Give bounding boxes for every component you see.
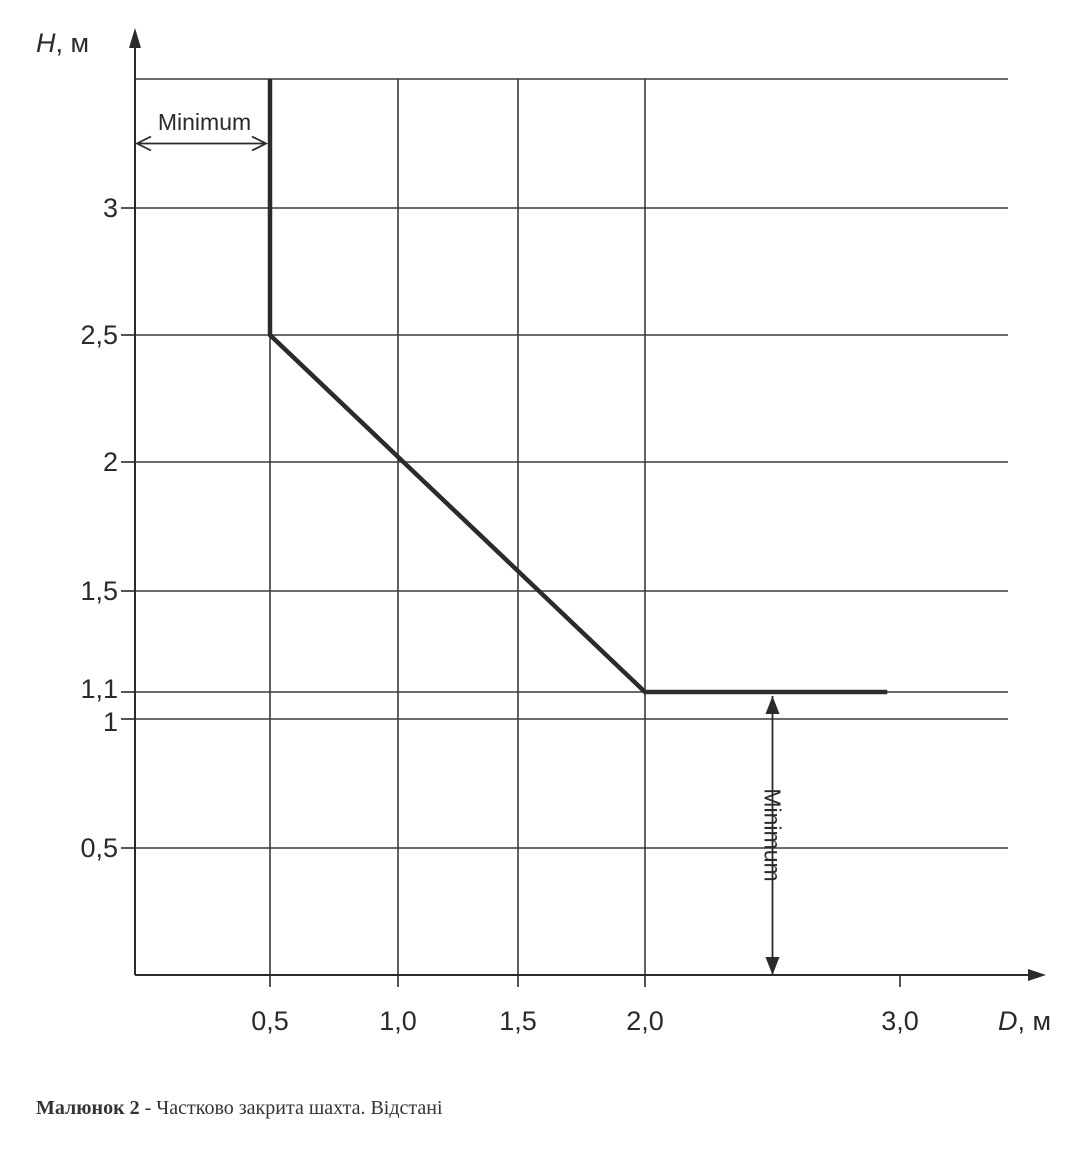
axes <box>129 28 1046 981</box>
x-tick-label: 1,0 <box>379 1006 417 1036</box>
caption-figure-number: Малюнок 2 <box>36 1097 140 1119</box>
tick-marks-and-labels: 0,5 11,1 1,5 2 2,5 3 0,5 1,0 1,5 2,0 3,0 <box>80 193 918 1036</box>
x-axis-unit: , м <box>1018 1006 1052 1036</box>
x-tick-label: 0,5 <box>251 1006 289 1036</box>
minimum-label-horizontal: Minimum <box>158 109 251 135</box>
y-tick-label: 2,5 <box>80 320 118 350</box>
minimum-arrowhead-top <box>765 696 780 714</box>
y-tick-label: 1,1 <box>80 674 118 704</box>
x-axis-var: D <box>998 1006 1018 1036</box>
chart-figure: 0,511,11,522,530,5 1,0 1,5 2,0 3,0 H, м D, м… <box>36 28 1051 1036</box>
minimum-arrowhead-right <box>251 135 269 152</box>
x-axis-label: D, м <box>998 1006 1051 1036</box>
y-axis-unit: , м <box>56 28 90 58</box>
x-tick-label: 2,0 <box>626 1006 664 1036</box>
y-tick-label: 1,5 <box>80 576 118 606</box>
y-tick-label: 1 <box>103 707 118 737</box>
x-tick-label: 1,5 <box>499 1006 537 1036</box>
minimum-arrowhead-left <box>134 135 152 152</box>
grid-lines <box>135 78 1008 975</box>
annotations: Minimum Minimum <box>134 109 786 975</box>
y-axis-label: H, м <box>36 28 89 58</box>
y-axis-var: H <box>36 28 56 58</box>
caption-text: - Частково закрита шахта. Відстані <box>139 1097 443 1119</box>
y-tick-label: 3 <box>103 193 118 223</box>
y-axis-arrowhead <box>129 28 141 48</box>
x-tick-label: 3,0 <box>881 1006 919 1036</box>
minimum-height-curve <box>267 79 888 695</box>
minimum-label-vertical: Minimum <box>760 788 786 881</box>
x-axis-arrowhead <box>1028 969 1046 981</box>
y-tick-label: 2 <box>103 447 118 477</box>
y-tick-label: 0,5 <box>80 833 118 863</box>
figure-caption: Малюнок 2 - Частково закрита шахта. Відс… <box>36 1097 443 1120</box>
minimum-arrowhead-bottom <box>765 957 780 975</box>
